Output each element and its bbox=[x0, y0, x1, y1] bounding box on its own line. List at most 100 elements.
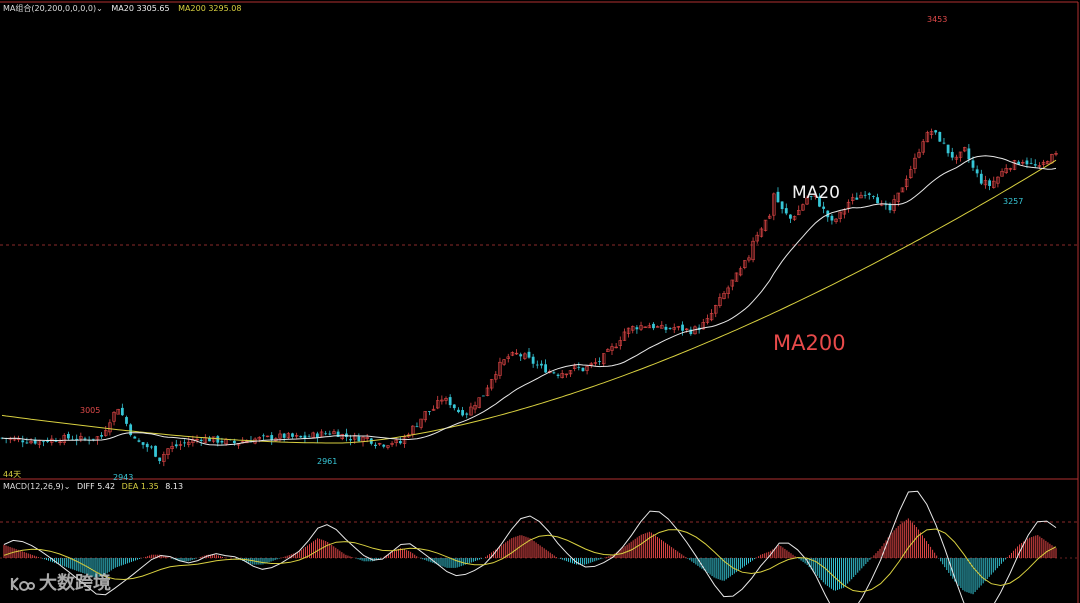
candle-body bbox=[934, 130, 938, 133]
candle-body bbox=[876, 197, 879, 204]
candle-body bbox=[1041, 161, 1046, 165]
candle-body bbox=[909, 169, 913, 178]
candle-body bbox=[299, 435, 303, 438]
candle-body bbox=[709, 313, 714, 321]
ma20-header-label: MA20 bbox=[111, 4, 134, 13]
candle-body bbox=[660, 324, 664, 329]
candle-body bbox=[174, 444, 178, 447]
candle-body bbox=[631, 326, 635, 331]
candle-body bbox=[357, 436, 361, 442]
candle-body bbox=[390, 443, 394, 445]
candle-body bbox=[294, 435, 299, 437]
candle-body bbox=[1004, 168, 1008, 173]
candle-body bbox=[681, 324, 684, 331]
candle-body bbox=[133, 436, 137, 439]
candle-body bbox=[618, 340, 622, 346]
candle-body bbox=[116, 408, 120, 415]
high-label-right: 3453 bbox=[927, 15, 948, 24]
candle-body bbox=[195, 438, 199, 441]
candle-body bbox=[415, 426, 419, 428]
candle-body bbox=[311, 432, 315, 438]
candle-body bbox=[523, 353, 527, 359]
candle-body bbox=[365, 437, 369, 439]
candle-body bbox=[170, 446, 174, 450]
candle-body bbox=[461, 410, 465, 416]
candle-body bbox=[942, 142, 946, 144]
candle-body bbox=[826, 210, 830, 218]
macd-diff-line bbox=[3, 490, 1057, 603]
candle-body bbox=[154, 445, 157, 457]
candle-body bbox=[544, 364, 547, 373]
macd-panel-header: MACD(12,26,9)⌄ DIFF 5.42 DEA 1.35 8.13 bbox=[3, 482, 183, 492]
candle-body bbox=[1054, 153, 1058, 155]
candle-body bbox=[979, 173, 983, 184]
candle-body bbox=[568, 370, 573, 375]
candle-body bbox=[149, 446, 153, 448]
candle-body bbox=[282, 433, 286, 438]
chevron-down-icon[interactable]: ⌄ bbox=[63, 482, 71, 491]
candle-body bbox=[598, 361, 601, 362]
candle-body bbox=[585, 366, 589, 371]
candlestick-series bbox=[0, 128, 1058, 467]
candle-body bbox=[950, 151, 954, 158]
candle-body bbox=[402, 436, 407, 444]
candle-body bbox=[564, 373, 569, 376]
candle-body bbox=[601, 353, 606, 365]
candle-body bbox=[494, 374, 498, 380]
candle-body bbox=[784, 208, 788, 214]
candle-body bbox=[1046, 161, 1050, 165]
candle-body bbox=[747, 257, 751, 261]
candle-body bbox=[888, 203, 892, 211]
candle-body bbox=[846, 201, 851, 209]
macd-indicator-name[interactable]: MACD(12,26,9) bbox=[3, 482, 64, 491]
candle-body bbox=[938, 132, 942, 142]
candle-body bbox=[307, 436, 311, 438]
candle-body bbox=[896, 192, 901, 202]
candle-body bbox=[216, 436, 220, 443]
candle-body bbox=[465, 413, 469, 415]
candle-body bbox=[792, 216, 797, 220]
candle-body bbox=[730, 279, 735, 287]
candle-body bbox=[884, 204, 888, 206]
candle-body bbox=[763, 219, 768, 231]
candle-body bbox=[655, 326, 660, 328]
candle-body bbox=[340, 433, 344, 439]
ma20-header-value: 3305.65 bbox=[136, 4, 170, 13]
candle-body bbox=[332, 431, 336, 435]
candle-body bbox=[211, 436, 216, 442]
dea-label: DEA bbox=[121, 482, 139, 491]
candle-body bbox=[125, 417, 128, 424]
ma200-header-value: 3295.08 bbox=[208, 4, 242, 13]
candle-body bbox=[336, 431, 340, 437]
candle-body bbox=[448, 397, 452, 406]
candle-body bbox=[75, 438, 79, 441]
candle-body bbox=[349, 439, 352, 441]
candle-body bbox=[440, 399, 444, 402]
candle-body bbox=[489, 379, 494, 389]
macd-value: 8.13 bbox=[165, 482, 184, 491]
candle-body bbox=[481, 395, 485, 397]
candle-body bbox=[377, 442, 382, 445]
candle-body bbox=[278, 433, 282, 439]
candle-body bbox=[42, 441, 45, 443]
candle-body bbox=[801, 204, 805, 211]
candle-body bbox=[178, 444, 183, 446]
candle-body bbox=[958, 151, 963, 158]
candle-body bbox=[676, 326, 681, 328]
candle-body bbox=[556, 374, 560, 376]
candle-body bbox=[265, 435, 270, 438]
candle-body bbox=[822, 206, 826, 209]
ma-indicator-name[interactable]: MA组合(20,200,0,0,0,0) bbox=[3, 4, 97, 13]
diff-value: 5.42 bbox=[97, 482, 116, 491]
candle-body bbox=[398, 441, 402, 444]
chevron-down-icon[interactable]: ⌄ bbox=[96, 4, 103, 13]
candle-body bbox=[502, 359, 506, 365]
candle-body bbox=[286, 433, 291, 438]
candle-body bbox=[867, 193, 871, 195]
candle-body bbox=[1029, 162, 1033, 164]
candle-body bbox=[838, 211, 842, 219]
candle-body bbox=[759, 228, 764, 237]
candle-body bbox=[485, 387, 490, 396]
watermark-text: 大数跨境 bbox=[39, 573, 111, 594]
candle-body bbox=[988, 180, 992, 186]
